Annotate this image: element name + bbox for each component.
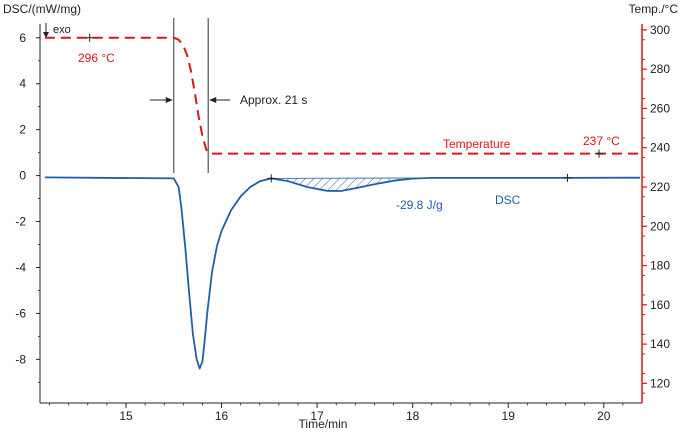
y-left-tick-label--2: -2 <box>15 215 26 229</box>
y-right-tick-label-240: 240 <box>650 141 670 155</box>
duration-label: Approx. 21 s <box>240 93 307 107</box>
y-left-tick-label--4: -4 <box>15 260 26 274</box>
y-left-tick-label--6: -6 <box>15 306 26 320</box>
y-right-tick-label-300: 300 <box>650 23 670 37</box>
y-right-tick-label-120: 120 <box>650 376 670 390</box>
y-right-tick-label-140: 140 <box>650 337 670 351</box>
exo-label: exo <box>53 24 71 36</box>
x-tick-label-15: 15 <box>119 409 133 423</box>
y-left-tick-label-6: 6 <box>19 31 26 45</box>
dsc-line <box>44 176 641 370</box>
end-temperature-label: 237 °C <box>583 134 620 148</box>
y-left-tick-label-4: 4 <box>19 77 26 91</box>
start-temperature-label: 296 °C <box>78 51 115 65</box>
duration-arrowhead-left <box>165 97 173 103</box>
temperature-series-label: Temperature <box>443 137 511 151</box>
duration-arrowhead-right <box>209 97 217 103</box>
y-right-tick-label-260: 260 <box>650 101 670 115</box>
x-tick-label-16: 16 <box>215 409 229 423</box>
y-right-tick-label-200: 200 <box>650 219 670 233</box>
left-axis-label: DSC/(mW/mg) <box>3 2 81 16</box>
y-left-tick-label-0: 0 <box>19 169 26 183</box>
exo-arrowhead <box>43 32 49 38</box>
x-tick-label-19: 19 <box>502 409 516 423</box>
x-tick-label-20: 20 <box>597 409 611 423</box>
temperature-line <box>44 36 641 155</box>
y-right-tick-label-220: 220 <box>650 180 670 194</box>
y-right-tick-label-160: 160 <box>650 298 670 312</box>
peak-area-label: -29.8 J/g <box>396 198 443 212</box>
x-tick-label-17: 17 <box>310 409 324 423</box>
dsc-series-label: DSC <box>495 193 521 207</box>
y-right-tick-label-280: 280 <box>650 62 670 76</box>
x-tick-label-18: 18 <box>406 409 420 423</box>
y-left-tick-label-2: 2 <box>19 123 26 137</box>
x-axis-label: Time/min <box>299 417 348 431</box>
y-right-tick-label-180: 180 <box>650 259 670 273</box>
right-axis-label: Temp./°C <box>629 2 679 16</box>
y-left-tick-label--8: -8 <box>15 352 26 366</box>
